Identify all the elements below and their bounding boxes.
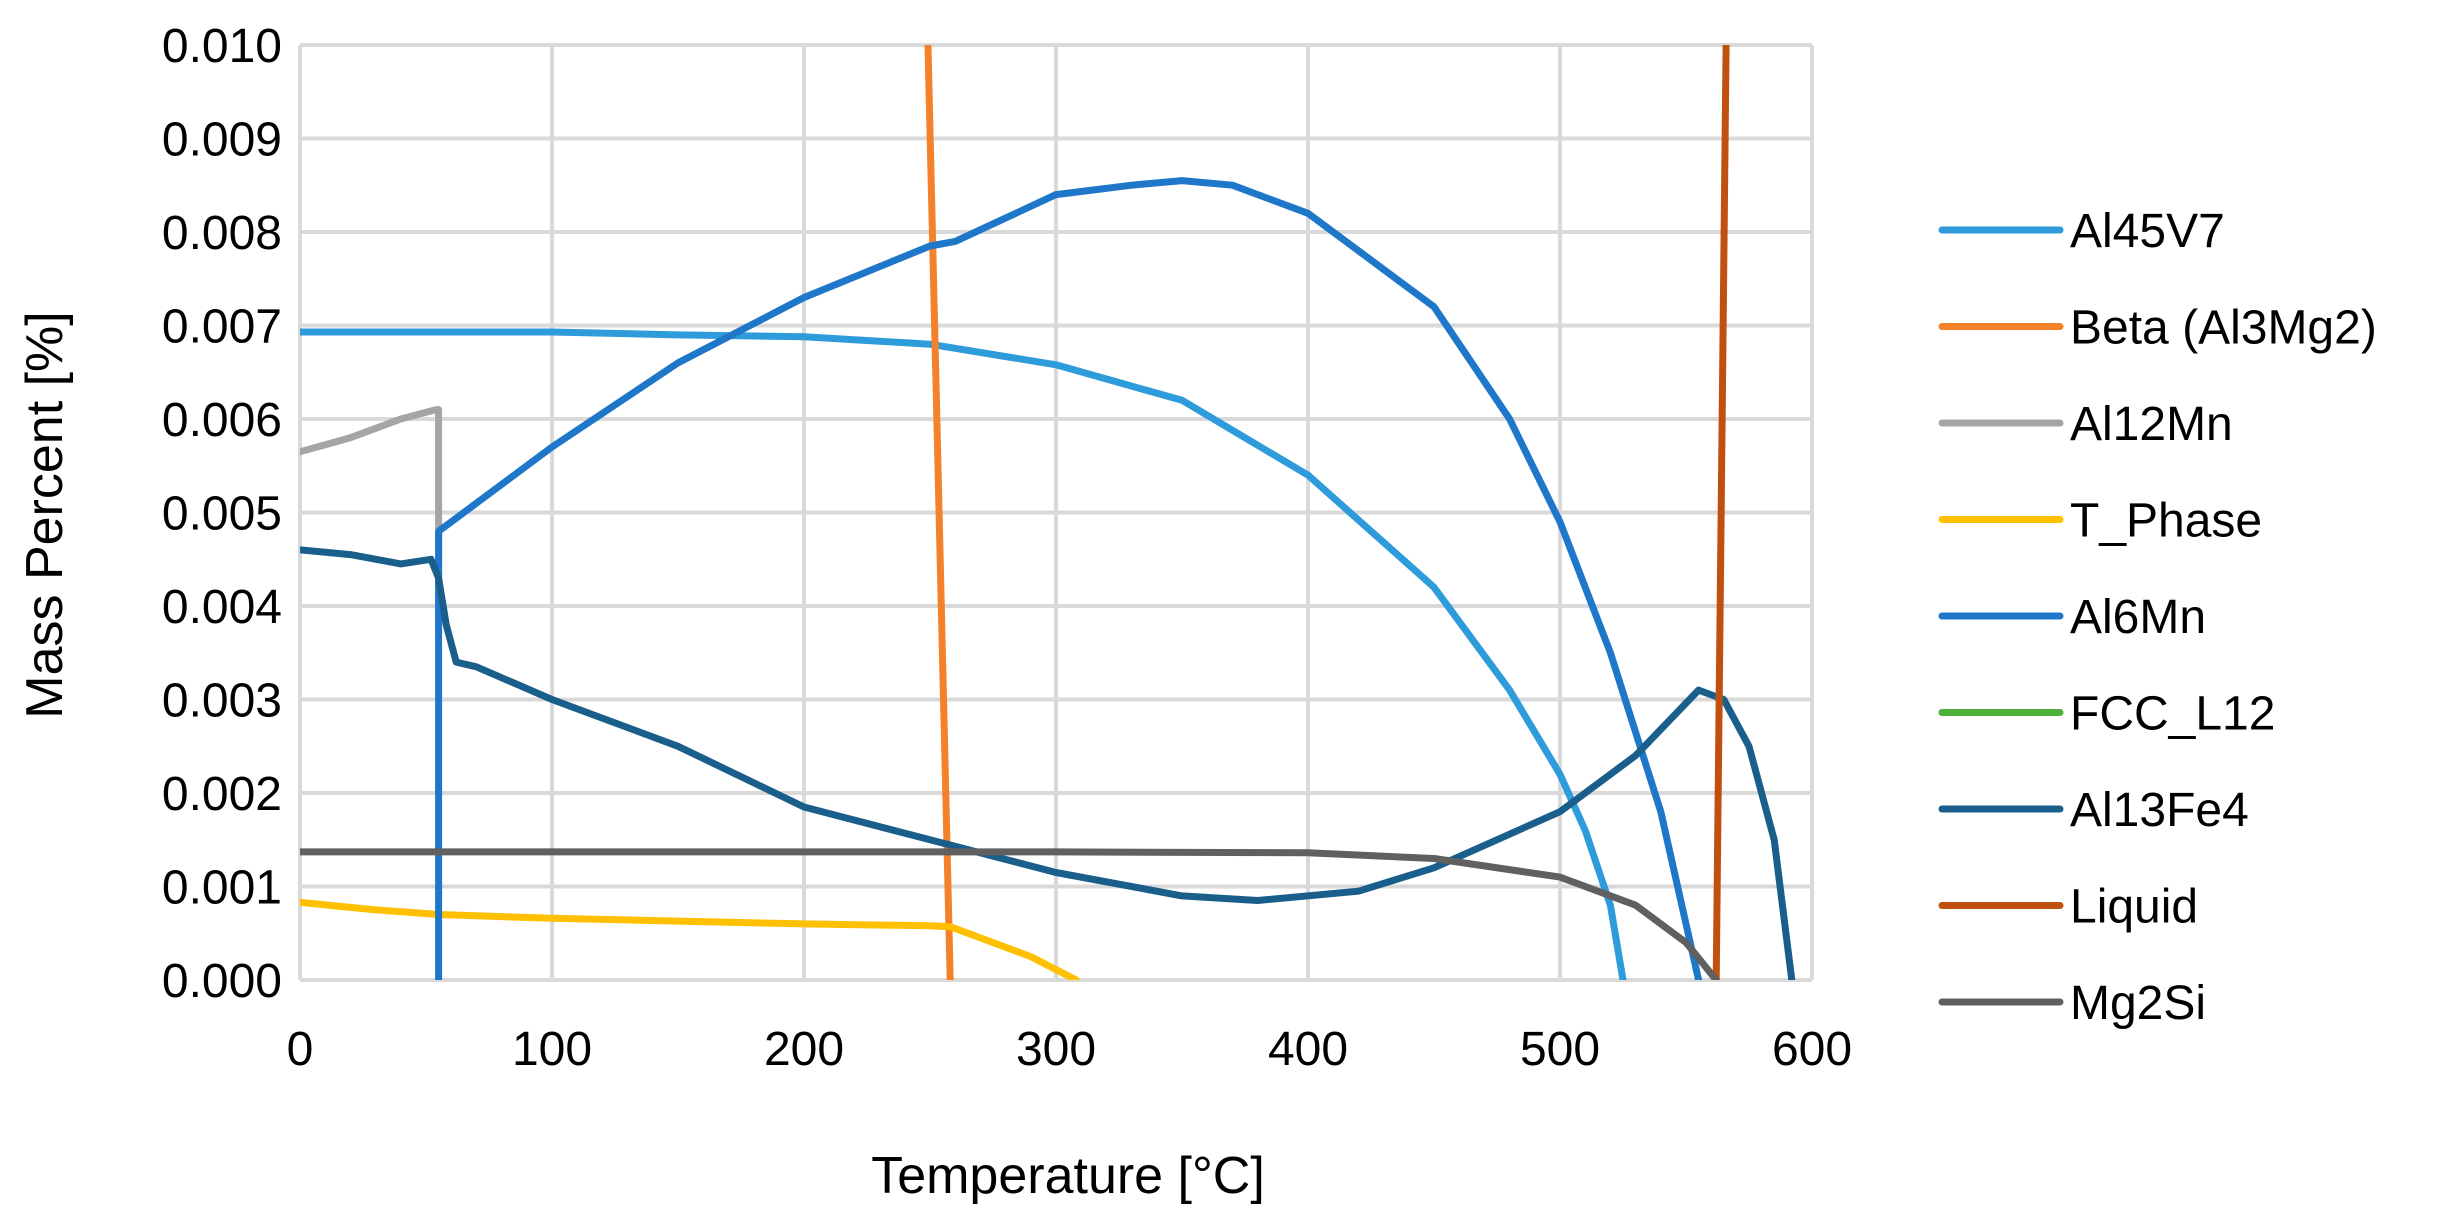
y-tick-label: 0.004 xyxy=(162,581,282,634)
series-line-liquid xyxy=(1712,45,1730,980)
x-axis-ticks: 0 100 200 300 400 500 600 xyxy=(287,1023,1852,1076)
series-line-al13fe4 xyxy=(300,546,1796,980)
x-tick-label: 600 xyxy=(1772,1023,1852,1076)
legend-label-beta-al3mg2: Beta (Al3Mg2) xyxy=(2070,302,2377,355)
series-line-al45v7 xyxy=(300,328,1627,980)
legend-label-al45v7: Al45V7 xyxy=(2070,205,2225,258)
x-axis-title: Temperature [°C] xyxy=(871,1147,1265,1205)
x-tick-label: 200 xyxy=(764,1023,844,1076)
x-tick-label: 500 xyxy=(1520,1023,1600,1076)
y-tick-label: 0.005 xyxy=(162,488,282,541)
y-tick-label: 0.008 xyxy=(162,207,282,260)
series-line-al12mn xyxy=(300,406,443,638)
y-tick-label: 0.003 xyxy=(162,675,282,728)
legend-label-mg2si: Mg2Si xyxy=(2070,977,2206,1030)
y-tick-label: 0.006 xyxy=(162,394,282,447)
y-axis-ticks: 0.000 0.001 0.002 0.003 0.004 0.005 0.006 0.007… xyxy=(162,20,282,1008)
y-tick-label: 0.009 xyxy=(162,114,282,167)
series-lines xyxy=(300,45,1796,980)
x-tick-label: 300 xyxy=(1016,1023,1096,1076)
legend-label-liquid: Liquid xyxy=(2070,881,2198,934)
series-line-t-phase xyxy=(300,898,1080,980)
x-tick-label: 0 xyxy=(287,1023,314,1076)
y-tick-label: 0.002 xyxy=(162,768,282,821)
legend-label-al6mn: Al6Mn xyxy=(2070,591,2206,644)
legend-label-fcc-l12: FCC_L12 xyxy=(2070,688,2275,741)
y-tick-label: 0.001 xyxy=(162,862,282,915)
legend-label-t-phase: T_Phase xyxy=(2070,495,2262,548)
y-tick-label: 0.010 xyxy=(162,20,282,73)
x-tick-label: 100 xyxy=(512,1023,592,1076)
y-tick-label: 0.000 xyxy=(162,955,282,1008)
legend-label-al12mn: Al12Mn xyxy=(2070,398,2233,451)
y-axis-title: Mass Percent [%] xyxy=(16,311,74,718)
series-line-al6mn xyxy=(435,177,1703,980)
series-line-beta-al3mg2 xyxy=(924,45,954,980)
y-tick-label: 0.007 xyxy=(162,301,282,354)
x-tick-label: 400 xyxy=(1268,1023,1348,1076)
legend-label-al13fe4: Al13Fe4 xyxy=(2070,784,2249,837)
series-line-mg2si xyxy=(300,848,1720,980)
grid xyxy=(298,43,1814,982)
legend: Al45V7 Beta (Al3Mg2) Al12Mn T_Phase Al6Mn FCC… xyxy=(1938,205,2377,1030)
